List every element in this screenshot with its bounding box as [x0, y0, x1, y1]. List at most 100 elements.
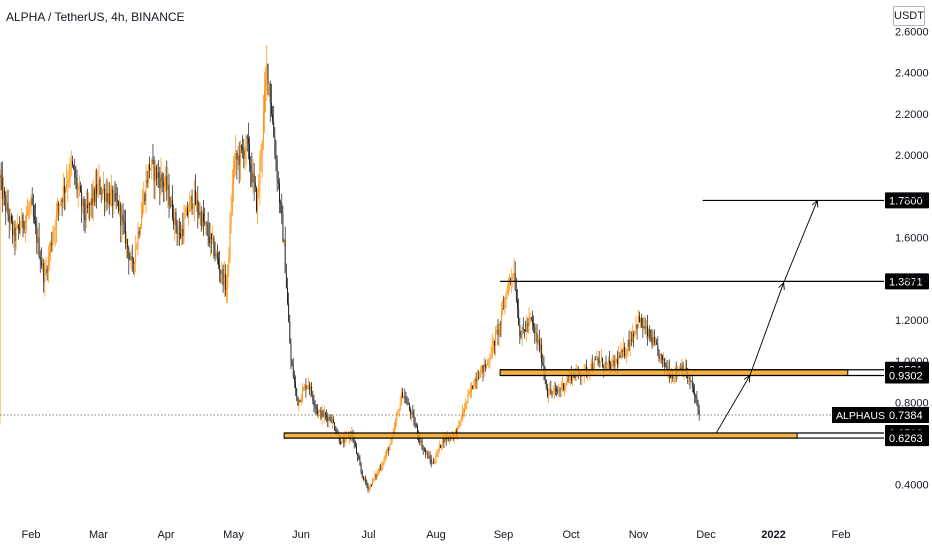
projection-segment[interactable]	[783, 200, 818, 283]
candle-body	[137, 231, 139, 245]
candle-body	[250, 164, 252, 171]
candle-body	[443, 437, 445, 443]
candle-body	[659, 354, 661, 359]
candle-body	[252, 173, 254, 183]
candle-body	[296, 388, 298, 397]
candle-body	[320, 410, 322, 418]
candle-body	[258, 186, 260, 194]
price-axis-tick: 1.2000	[895, 315, 929, 327]
candle-body	[331, 419, 333, 423]
candle-body	[224, 273, 226, 290]
candle-body	[627, 340, 629, 350]
candle-body	[176, 226, 178, 234]
candle-body	[175, 211, 177, 227]
candle-body	[406, 402, 408, 404]
candle-body	[460, 420, 462, 421]
candle-body	[636, 324, 638, 329]
candle-body	[647, 326, 648, 337]
candle-body	[63, 186, 65, 193]
price-axis[interactable]: 1.78001.38710.95810.93020.65100.62630.73…	[885, 27, 929, 492]
candle-body	[170, 199, 172, 207]
candle-body	[182, 228, 184, 237]
candle-body	[553, 388, 555, 391]
candle-body	[197, 200, 199, 213]
candle-body	[372, 479, 374, 486]
horizontal-levels[interactable]: ALPHAUSDT	[0, 199, 900, 439]
candle-body	[681, 364, 683, 372]
candle-body	[167, 184, 169, 191]
candle-body	[128, 247, 130, 260]
candle-body	[174, 211, 176, 225]
projection-path[interactable]	[715, 199, 819, 434]
candle-body	[261, 140, 263, 158]
candle-body	[198, 212, 200, 216]
candle-body	[666, 366, 668, 371]
time-axis[interactable]: Feb Mar Apr May Jun Jul Aug Sep Oct Nov Dec 2022 Feb	[22, 529, 851, 541]
candle-body	[341, 441, 342, 444]
candle-body	[83, 199, 85, 216]
candle-body	[487, 362, 489, 365]
candle-body	[55, 211, 57, 229]
candle-body	[444, 436, 446, 443]
candle-body	[326, 414, 328, 418]
candle-body	[633, 333, 635, 337]
candle-body	[249, 143, 250, 165]
candle-body	[152, 159, 154, 161]
candle-body	[398, 410, 400, 412]
candle-body	[328, 416, 330, 422]
candle-body	[120, 203, 122, 226]
price-axis-tick: 0.8000	[895, 397, 929, 409]
candle-body	[237, 155, 239, 160]
candle-body	[454, 431, 456, 433]
candle-body	[196, 200, 198, 205]
candle-body	[379, 468, 380, 472]
candle-body	[394, 428, 395, 431]
candle-body	[259, 161, 261, 187]
candle-body	[434, 461, 436, 464]
candle-body	[492, 340, 494, 345]
candle-body	[660, 354, 662, 355]
candle-body	[111, 189, 112, 193]
candle-body	[72, 160, 73, 166]
candle-body	[251, 170, 253, 183]
candle-body	[429, 455, 431, 460]
candle-body	[541, 344, 543, 363]
candle-body	[688, 377, 690, 379]
candle-body	[6, 202, 8, 211]
symbol-label-bg	[832, 406, 886, 423]
candle-body	[420, 440, 422, 443]
candle-body	[97, 183, 99, 195]
candle-body	[88, 203, 89, 209]
candle-body	[390, 439, 392, 445]
projection-segment[interactable]	[749, 282, 785, 376]
candle-body	[27, 210, 29, 216]
candle-body	[519, 325, 521, 336]
candle-body	[388, 448, 390, 451]
candle-body	[405, 397, 407, 403]
currency-unit-button[interactable]: USDT	[893, 6, 925, 26]
candle-body	[373, 478, 375, 480]
candle-body	[596, 359, 598, 360]
candle-body	[614, 360, 616, 367]
candle-body	[672, 374, 674, 379]
candle-body	[438, 444, 440, 451]
candle-body	[540, 344, 541, 351]
candle-body	[353, 440, 355, 443]
candle-body	[397, 410, 399, 415]
candle-body	[481, 365, 483, 370]
candle-body	[262, 112, 264, 141]
candle-body	[104, 188, 106, 202]
candle-body	[207, 226, 209, 237]
projection-segment[interactable]	[715, 375, 751, 434]
candle-body	[135, 248, 137, 262]
candle-body	[374, 475, 376, 479]
candle-body	[344, 436, 346, 443]
candle-body	[428, 455, 430, 459]
candle-body	[290, 343, 292, 361]
candle-body	[277, 180, 279, 184]
candle-body	[356, 446, 357, 454]
candle-body	[518, 308, 520, 326]
candle-body	[687, 376, 689, 379]
candle-body	[173, 217, 175, 225]
